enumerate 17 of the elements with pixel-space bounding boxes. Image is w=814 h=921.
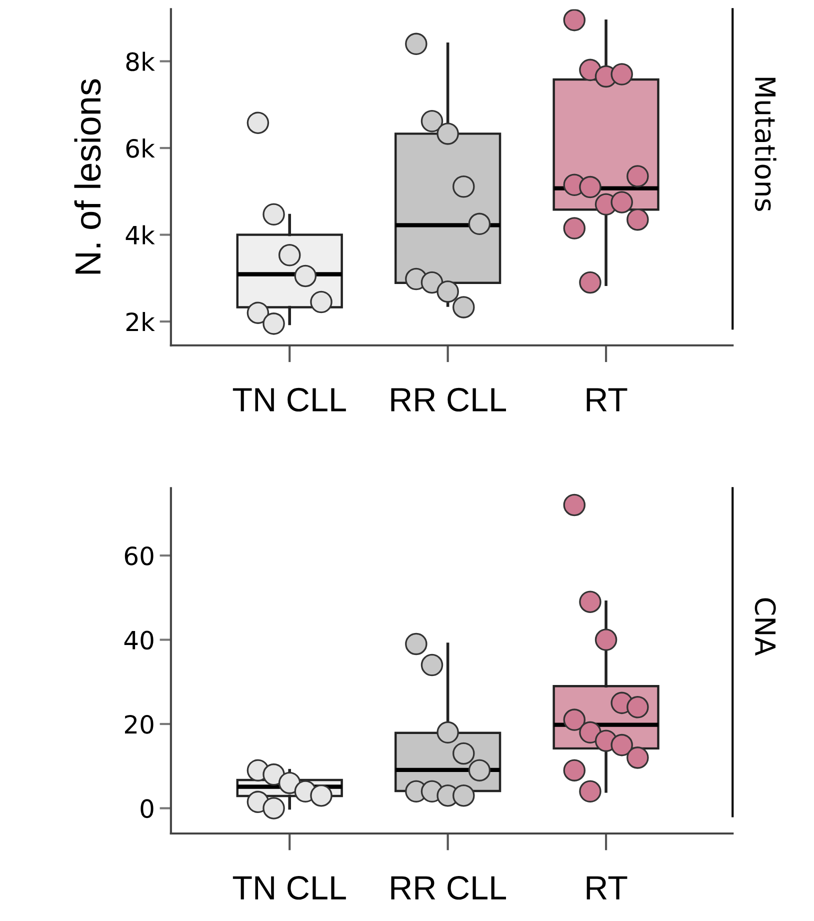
- text: CNA: [754, 598, 776, 656]
- y-tick-label: 2k: [126, 312, 155, 332]
- x-tick-label: RR CLL: [391, 876, 506, 900]
- x-tick-label: RT: [586, 388, 628, 412]
- y-axis-title: N. of lesions: [74, 79, 101, 274]
- x-tick-label: TN CLL: [232, 876, 346, 900]
- y-tick-label: 60: [124, 546, 154, 566]
- text: Mutations: [754, 78, 776, 211]
- y-tick-label: 6k: [126, 138, 155, 158]
- x-tick-label: RT: [586, 876, 628, 900]
- y-tick-label: 20: [124, 714, 154, 734]
- y-tick-label: 4k: [126, 225, 155, 244]
- y-tick-label: 40: [124, 630, 154, 650]
- x-tick-label: TN CLL: [232, 388, 346, 412]
- x-tick-label: RR CLL: [391, 388, 506, 412]
- y-tick-label: 8k: [126, 52, 155, 72]
- y-tick-label: 0: [140, 799, 154, 818]
